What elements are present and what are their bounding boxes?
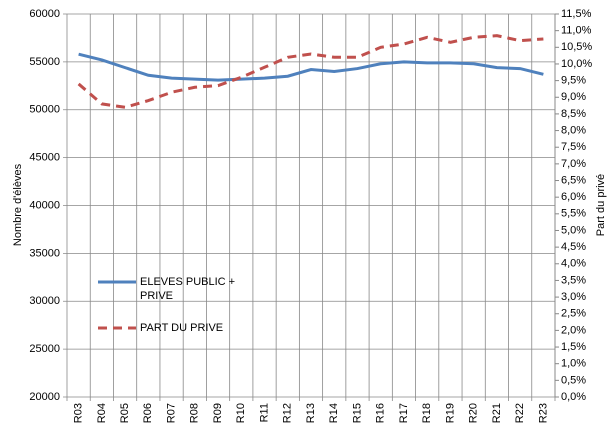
x-tick-label: R14 [328,403,340,423]
y-tick-label: 50000 [29,104,60,116]
y2-tick-label: 9,0% [561,91,586,103]
y-tick-label: 55000 [29,56,60,68]
y2-tick-label: 3,5% [561,274,586,286]
y-axis-label: Nombre d'élèves [12,163,24,246]
y2-tick-label: 9,5% [561,75,586,87]
y2-tick-label: 6,0% [561,191,586,203]
x-tick-label: R15 [351,403,363,423]
y2-tick-label: 5,0% [561,224,586,236]
y-tick-label: 40000 [29,199,60,211]
x-tick-label: R16 [375,403,387,423]
y2-tick-label: 3,0% [561,291,586,303]
y2-tick-label: 10,0% [561,58,592,70]
x-tick-label: R23 [537,403,549,423]
x-tick-label: R10 [235,403,247,423]
x-tick-label: R03 [73,403,85,423]
y-tick-label: 25000 [29,343,60,355]
x-tick-label: R12 [282,403,294,423]
y2-tick-label: 4,5% [561,241,586,253]
x-tick-label: R08 [189,403,201,423]
y-tick-label: 60000 [29,8,60,20]
y2-tick-label: 11,5% [561,8,592,20]
x-tick-label: R19 [444,403,456,423]
x-tick-label: R09 [212,403,224,423]
x-tick-label: R07 [165,403,177,423]
x-tick-label: R04 [96,403,108,423]
y2-tick-label: 0,5% [561,374,586,386]
series-line [77,34,544,109]
x-tick-label: R17 [398,403,410,423]
y-tick-label: 45000 [29,152,60,164]
x-tick-label: R22 [514,403,526,423]
x-tick-label: R18 [421,403,433,423]
y2-tick-label: 7,0% [561,158,586,170]
y2-tick-label: 0,0% [561,391,586,403]
x-tick-label: R05 [119,403,131,423]
y2-tick-label: 1,0% [561,358,586,370]
x-tick-label: R06 [142,403,154,423]
y2-tick-label: 4,0% [561,258,586,270]
y2-tick-label: 2,5% [561,308,586,320]
y2-tick-label: 6,5% [561,174,586,186]
y2-tick-label: 10,5% [561,41,592,53]
y-tick-label: 35000 [29,247,60,259]
x-tick-label: R20 [468,403,480,423]
x-tick-label: R13 [305,403,317,423]
x-tick-label: R21 [491,403,503,423]
y2-tick-label: 8,5% [561,108,586,120]
y2-tick-label: 8,0% [561,124,586,136]
legend-label: ELEVES PUBLIC + PRIVE [140,276,236,302]
y2-tick-label: 11,0% [561,25,592,37]
x-tick-label: R11 [258,403,270,422]
series-line [78,52,544,82]
y2-tick-label: 7,5% [561,141,586,153]
y2-tick-label: 5,5% [561,208,586,220]
y2-tick-label: 2,0% [561,324,586,336]
y2-tick-label: 1,5% [561,341,586,353]
y-tick-label: 30000 [29,295,60,307]
legend-label: PART DU PRIVE [140,322,224,334]
y2-axis-label: Part du privé [595,174,607,236]
y-tick-label: 20000 [29,391,60,403]
